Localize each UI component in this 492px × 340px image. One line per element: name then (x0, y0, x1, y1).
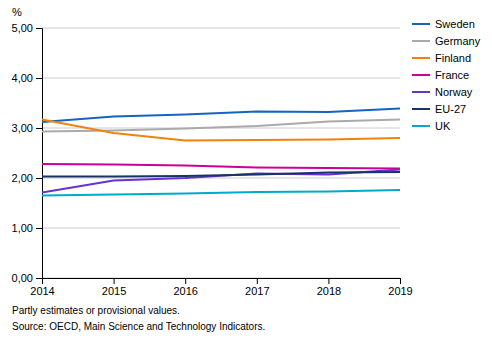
y-tick-label: 2,00 (12, 172, 33, 184)
footnote: Source: OECD, Main Science and Technolog… (12, 321, 265, 332)
x-tick-mark (114, 278, 115, 284)
series-line (42, 120, 400, 141)
y-tick-label: 4,00 (12, 72, 33, 84)
y-tick: 5,00 (12, 22, 42, 34)
legend-swatch (412, 74, 430, 76)
x-tick-label: 2014 (30, 285, 54, 297)
x-tick-label: 2017 (245, 285, 269, 297)
y-tick-mark (36, 28, 42, 29)
legend-label: UK (435, 120, 451, 132)
lines (42, 109, 400, 196)
grid-line (42, 228, 400, 229)
grid-line (42, 28, 400, 29)
grid-line (42, 178, 400, 179)
y-label: % (12, 6, 22, 18)
y-tick-mark (36, 278, 42, 279)
y-axis: 0,00 1,00 2,00 3,00 4,00 5,00 (12, 22, 43, 284)
legend-swatch (412, 125, 430, 127)
y-tick-mark (36, 128, 42, 129)
x-tick-label: 2018 (317, 285, 341, 297)
y-tick: 4,00 (12, 72, 42, 84)
legend-label: EU-27 (435, 103, 466, 115)
x-tick-mark (328, 278, 329, 284)
legend-label: Norway (435, 86, 473, 98)
y-tick-label: 1,00 (12, 222, 33, 234)
legend-label: Sweden (435, 18, 475, 30)
footnote: Partly estimates or provisional values. (12, 305, 180, 316)
grid (42, 28, 400, 278)
legend-swatch (412, 40, 430, 42)
series-line (42, 190, 400, 196)
legend-item: Sweden (412, 18, 475, 30)
x-tick-mark (185, 278, 186, 284)
chart: 0,00 1,00 2,00 3,00 4,00 5,00 2014 2015 2016 2017… (0, 0, 492, 340)
legend-label: Germany (435, 35, 481, 47)
plot: 0,00 1,00 2,00 3,00 4,00 5,00 2014 2015 2016 2017… (12, 22, 413, 297)
series-line (42, 170, 400, 193)
legend: Sweden Germany Finland France Norway EU-27 UK (412, 18, 481, 132)
legend-item: Norway (412, 86, 473, 98)
legend-swatch (412, 108, 430, 110)
y-tick: 1,00 (12, 222, 42, 234)
y-tick-label: 5,00 (12, 22, 33, 34)
y-tick: 0,00 (12, 272, 42, 284)
x-tick: 2015 (102, 278, 126, 297)
legend-swatch (412, 23, 430, 25)
y-tick-label: 3,00 (12, 122, 33, 134)
grid-line (42, 78, 400, 79)
series-line (42, 164, 400, 169)
x-axis: 2014 2015 2016 2017 2018 2019 (30, 278, 412, 297)
x-axis-line (43, 279, 401, 285)
y-tick-mark (36, 228, 42, 229)
y-tick: 3,00 (12, 122, 42, 134)
y-tick-label: 0,00 (12, 272, 33, 284)
y-tick: 2,00 (12, 172, 42, 184)
x-tick-label: 2015 (102, 285, 126, 297)
x-tick-label: 2016 (173, 285, 197, 297)
legend-label: France (435, 69, 469, 81)
legend-label: Finland (435, 52, 471, 64)
y-axis-line (36, 29, 43, 279)
x-tick: 2016 (173, 278, 197, 297)
x-tick: 2017 (245, 278, 269, 297)
x-tick: 2019 (388, 278, 412, 297)
legend-item: EU-27 (412, 103, 466, 115)
legend-item: UK (412, 120, 451, 132)
series-line (42, 172, 400, 177)
x-tick-mark (42, 278, 43, 284)
series-line (42, 109, 400, 123)
x-tick: 2014 (30, 278, 54, 297)
legend-item: Germany (412, 35, 481, 47)
legend-swatch (412, 57, 430, 59)
legend-item: France (412, 69, 469, 81)
legend-swatch (412, 91, 430, 93)
x-tick-label: 2019 (388, 285, 412, 297)
y-tick-mark (36, 78, 42, 79)
x-tick: 2018 (317, 278, 341, 297)
x-tick-mark (257, 278, 258, 284)
x-tick-mark (400, 278, 401, 284)
y-tick-mark (36, 178, 42, 179)
legend-item: Finland (412, 52, 471, 64)
